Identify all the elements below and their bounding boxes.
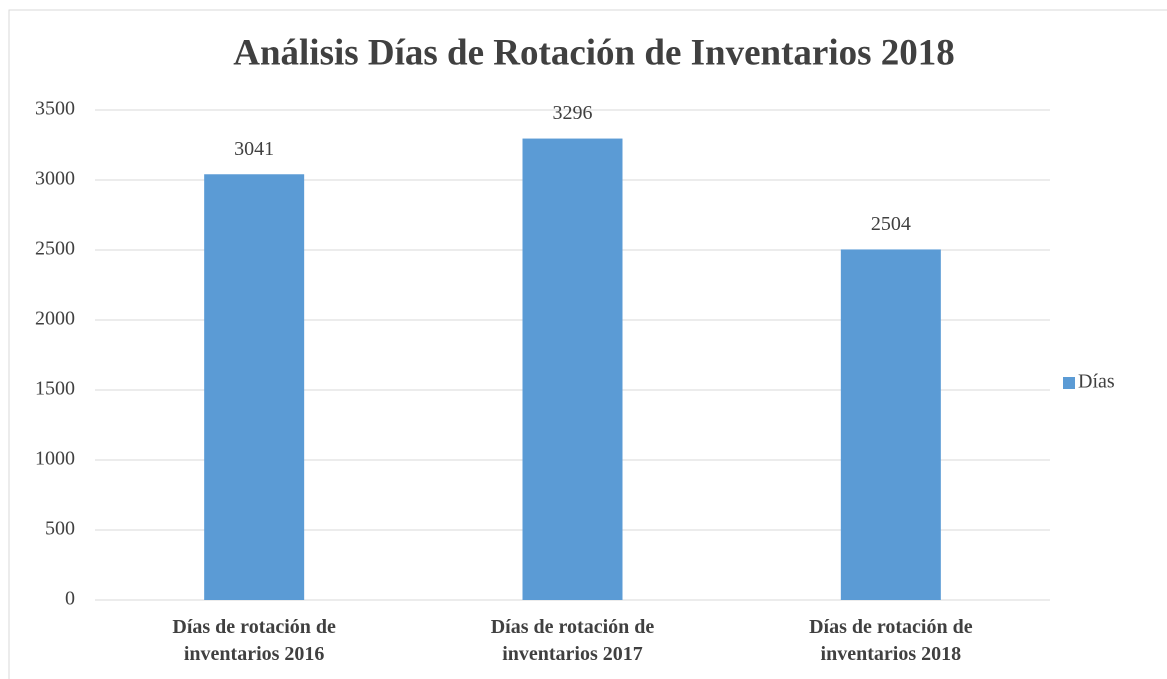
y-tick-label: 1000	[35, 448, 75, 470]
bar	[204, 174, 305, 600]
y-tick-label: 3000	[35, 168, 75, 190]
chart-border	[8, 9, 1167, 679]
x-tick-label: Días de rotación de inventarios 2017	[490, 616, 655, 665]
bar	[522, 138, 623, 600]
data-label: 2504	[871, 213, 911, 235]
y-tick-label: 1500	[35, 378, 75, 400]
data-label: 3296	[553, 102, 593, 124]
legend-label: Días	[1078, 371, 1115, 393]
chart-title: Análisis Días de Rotación de Inventarios…	[233, 32, 955, 73]
x-tick-label: Días de rotación de inventarios 2016	[172, 616, 336, 665]
data-label: 3041	[234, 138, 274, 160]
legend-swatch	[1063, 377, 1075, 389]
x-tick-label: Días de rotación de inventarios 2018	[809, 616, 973, 665]
y-tick-label: 2000	[35, 308, 75, 330]
y-tick-label: 500	[45, 518, 75, 540]
y-tick-label: 2500	[35, 238, 75, 260]
y-tick-label: 0	[65, 588, 75, 610]
bar	[840, 249, 941, 600]
y-tick-label: 3500	[35, 98, 75, 120]
